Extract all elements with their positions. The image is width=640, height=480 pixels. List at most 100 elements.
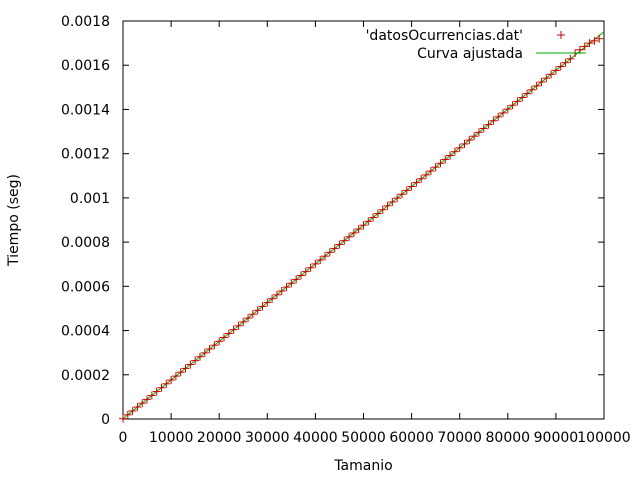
data-point [335,240,344,249]
legend-plus [557,31,565,39]
x-axis-ticks: 0 10000 20000 30000 40000 50000 60000 70000 8000… [119,21,631,446]
data-point [470,132,479,141]
data-point [321,252,330,261]
x-tick-label: 60000 [389,430,434,446]
x-tick-label: 40000 [293,430,338,446]
y-tick-label: 0.0018 [61,14,110,30]
data-points-layer [119,34,604,423]
data-point [301,267,310,276]
data-point [455,143,464,152]
data-point [556,62,565,71]
data-point [186,360,195,369]
data-point [532,81,541,90]
data-point [349,228,358,237]
data-point [446,151,455,160]
data-point [195,352,204,361]
data-point [542,74,551,83]
data-point [123,410,132,419]
data-point [224,329,233,338]
data-point [138,399,147,408]
data-point [133,403,142,412]
data-point [484,120,493,129]
data-point [316,256,325,265]
y-tick-label: 0.0016 [61,58,110,74]
data-point [397,190,406,199]
data-point [364,217,373,226]
data-point [465,136,474,145]
data-point [277,286,286,295]
x-tick-label: 20000 [197,430,242,446]
data-point [498,108,507,117]
data-point [181,364,190,373]
data-point [494,112,503,121]
data-point [378,205,387,214]
data-point [167,375,176,384]
data-point [272,290,281,299]
data-point [191,356,200,365]
data-point [359,221,368,230]
data-point [537,78,546,87]
data-point [450,147,459,156]
data-point [248,310,257,319]
data-point [585,39,594,48]
data-point [296,271,305,280]
data-point [287,279,296,288]
y-tick-label: 0.0006 [61,279,110,295]
data-point [253,306,262,315]
data-point [575,45,584,54]
data-point [441,155,450,164]
data-point [171,372,180,381]
data-point [518,93,527,102]
x-tick-label: 10000 [149,430,194,446]
data-point [345,232,354,241]
data-point [561,58,570,67]
data-point [210,341,219,350]
x-tick-label: 70000 [437,430,482,446]
x-tick-label: 100000 [577,430,630,446]
data-point [340,236,349,245]
data-point [388,197,397,206]
data-point [354,225,363,234]
data-point [220,333,229,342]
x-axis-label: Tamanio [333,458,392,474]
data-point [282,283,291,292]
data-point [162,379,171,388]
data-point [426,167,435,176]
data-point [383,201,392,210]
y-axis-label: Tiempo (seg) [6,174,22,267]
data-point [311,259,320,268]
data-point [566,54,575,63]
data-point [460,139,469,148]
legend-marker-datos [557,31,565,39]
data-point [369,213,378,222]
data-point [306,263,315,272]
data-point [215,337,224,346]
data-point [119,414,127,423]
data-point [393,194,402,203]
data-point [489,116,498,125]
data-point [143,395,152,404]
data-point [152,387,161,396]
data-point [292,275,301,284]
data-point [508,101,517,110]
data-point [258,302,267,311]
data-point [176,368,185,377]
data-point [422,170,431,179]
x-tick-label: 90000 [534,430,579,446]
data-point [527,85,536,94]
data-point [417,174,426,183]
data-point [436,159,445,168]
data-point [268,294,277,303]
data-point [402,186,411,195]
data-point [513,97,522,106]
data-point [330,244,339,253]
y-tick-label: 0.0014 [61,102,110,118]
data-point [239,317,248,326]
data-point [147,391,156,400]
y-tick-label: 0.0008 [61,235,110,251]
data-point [407,182,416,191]
data-point [373,209,382,218]
y-tick-label: 0 [101,412,110,428]
data-point [580,42,589,51]
y-tick-label: 0.001 [70,191,110,207]
